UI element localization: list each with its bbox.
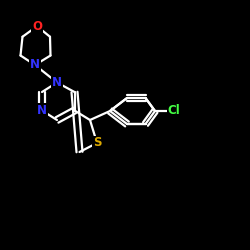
Text: N: N <box>30 58 40 71</box>
Text: N: N <box>52 76 62 89</box>
Text: Cl: Cl <box>168 104 180 118</box>
Text: O: O <box>32 20 42 33</box>
Text: N: N <box>37 104 47 117</box>
Text: S: S <box>93 136 101 149</box>
